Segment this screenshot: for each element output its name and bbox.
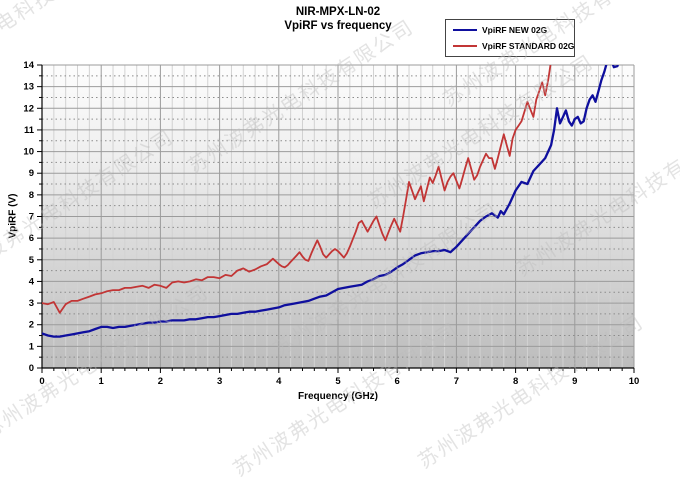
y-tick-label: 0 xyxy=(29,363,34,374)
y-tick-label: 2 xyxy=(29,320,34,331)
y-tick-label: 10 xyxy=(23,147,34,158)
x-tick-label: 1 xyxy=(99,376,105,387)
y-tick-label: 8 xyxy=(29,190,34,201)
legend-label-standard: VpiRF STANDARD 02G xyxy=(482,41,575,51)
y-tick-label: 3 xyxy=(29,298,34,309)
series-group xyxy=(42,65,619,338)
y-axis-title: VpiRF (V) xyxy=(7,193,19,239)
x-tick-label: 6 xyxy=(395,376,400,387)
chart-title-line1: NIR-MPX-LN-02 xyxy=(295,6,381,18)
series-line-0 xyxy=(42,65,608,338)
y-tick-label: 7 xyxy=(29,212,34,223)
x-tick-label: 2 xyxy=(158,376,163,387)
legend-item-standard: VpiRF STANDARD 02G xyxy=(453,41,574,51)
legend-line-swatch-blue xyxy=(453,29,477,31)
x-tick-label: 10 xyxy=(629,376,640,387)
x-tick-label: 0 xyxy=(39,376,44,387)
x-axis-title: Frequency (GHz) xyxy=(297,391,378,402)
y-tick-label: 5 xyxy=(29,255,35,266)
legend-item-new: VpiRF NEW 02G xyxy=(453,25,574,35)
y-tick-label: 1 xyxy=(29,341,35,352)
series-line-1 xyxy=(42,65,552,314)
y-tick-label: 4 xyxy=(29,276,35,287)
chart-title: NIR-MPX-LN-02 VpiRF vs frequency xyxy=(42,5,634,34)
x-tick-label: 7 xyxy=(454,376,459,387)
y-tick-label: 9 xyxy=(29,168,34,179)
x-tick-label: 5 xyxy=(335,376,341,387)
legend-label-new: VpiRF NEW 02G xyxy=(482,25,548,35)
y-tick-label: 12 xyxy=(23,103,34,114)
legend: VpiRF NEW 02G VpiRF STANDARD 02G xyxy=(445,19,575,57)
chart-title-line2: VpiRF vs frequency xyxy=(284,20,392,33)
y-tick-label: 14 xyxy=(23,60,34,71)
x-tick-label: 8 xyxy=(513,376,518,387)
legend-line-swatch-red xyxy=(453,45,477,47)
x-tick-label: 9 xyxy=(572,376,577,387)
series-line-0 xyxy=(611,65,619,69)
x-tick-label: 3 xyxy=(217,376,222,387)
y-tick-label: 6 xyxy=(29,233,34,244)
x-tick-label: 4 xyxy=(276,376,282,387)
y-tick-label: 13 xyxy=(23,82,34,93)
y-tick-label: 11 xyxy=(24,125,35,136)
